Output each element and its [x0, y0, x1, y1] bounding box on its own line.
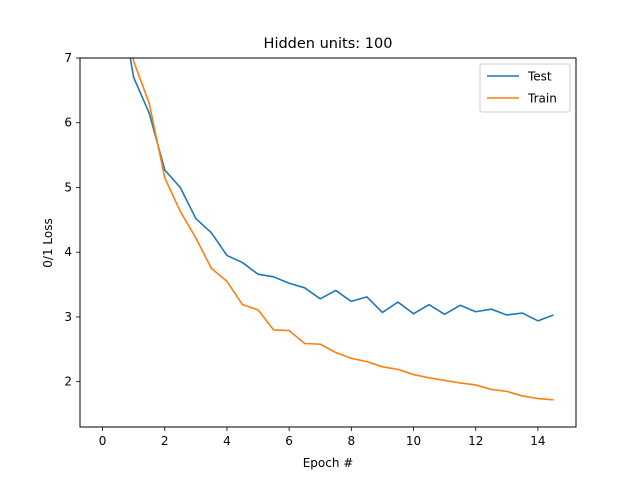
legend: Test Train: [479, 63, 571, 113]
series-line-test: [129, 58, 554, 322]
y-tick-label: 5: [64, 180, 72, 194]
y-axis-ticks: 2 3 4 5 6 7: [64, 51, 80, 389]
chart-title: Hidden units: 100: [264, 36, 393, 52]
x-axis-label: Epoch #: [303, 456, 354, 470]
x-tick-label: 2: [161, 434, 169, 448]
x-tick-label: 4: [223, 434, 231, 448]
y-axis-label: 0/1 Loss: [41, 218, 55, 267]
series-line-train: [132, 58, 554, 401]
y-tick-label: 3: [64, 310, 72, 324]
legend-label-test: Test: [527, 70, 552, 84]
x-tick-label: 0: [99, 434, 107, 448]
x-tick-label: 14: [530, 434, 545, 448]
plot-frame: [79, 57, 577, 428]
x-tick-label: 12: [468, 434, 483, 448]
legend-label-train: Train: [527, 92, 557, 106]
y-tick-label: 4: [64, 245, 72, 259]
y-tick-label: 2: [64, 375, 72, 389]
x-axis-ticks: 0 2 4 6 8 10 12 14: [99, 427, 546, 448]
x-tick-label: 6: [285, 434, 293, 448]
y-tick-label: 6: [64, 116, 72, 130]
x-tick-label: 10: [406, 434, 421, 448]
y-tick-label: 7: [64, 51, 72, 65]
series-group: [129, 58, 554, 401]
x-tick-label: 8: [348, 434, 356, 448]
